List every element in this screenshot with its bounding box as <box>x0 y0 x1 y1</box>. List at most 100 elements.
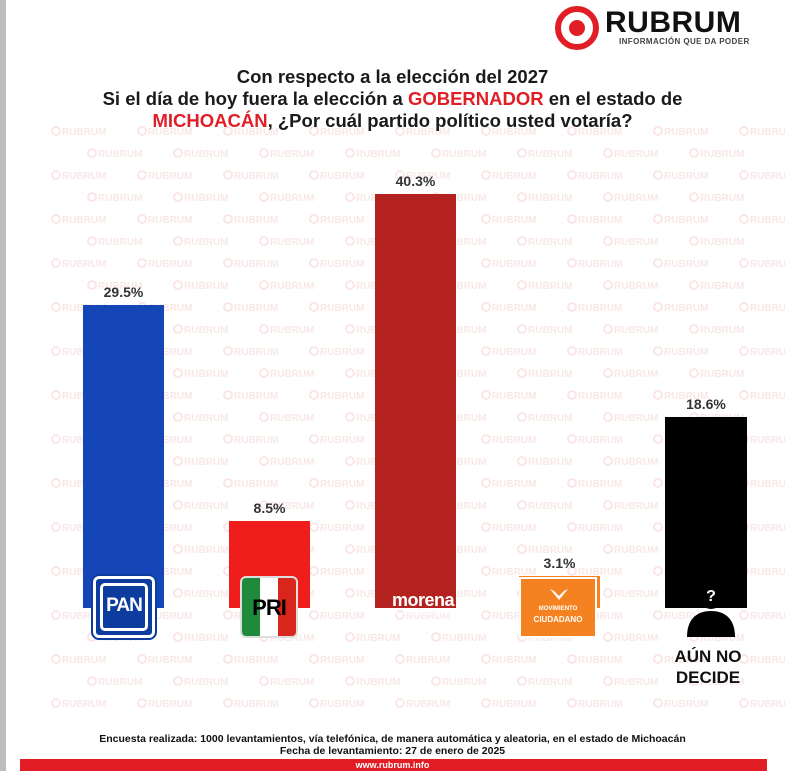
svg-text:RUBRUM: RUBRUM <box>528 413 572 424</box>
watermark-mark: RUBRUM <box>689 324 744 336</box>
svg-text:RUBRUM: RUBRUM <box>320 347 364 358</box>
svg-text:RUBRUM: RUBRUM <box>750 259 785 270</box>
svg-text:RUBRUM: RUBRUM <box>750 171 785 182</box>
svg-text:RUBRUM: RUBRUM <box>750 479 785 490</box>
watermark-mark: RUBRUM <box>173 544 228 556</box>
watermark-mark: RUBRUM <box>739 302 785 314</box>
watermark-mark: RUBRUM <box>603 588 658 600</box>
watermark-mark: RUBRUM <box>567 214 622 226</box>
svg-text:RUBRUM: RUBRUM <box>184 281 228 292</box>
watermark-mark: RUBRUM <box>689 280 744 292</box>
svg-text:RUBRUM: RUBRUM <box>62 699 106 710</box>
mc-logo-text-top: MOVIMIENTO <box>538 606 578 612</box>
svg-text:RUBRUM: RUBRUM <box>320 523 364 534</box>
watermark-mark: RUBRUM <box>567 434 622 446</box>
watermark-mark: RUBRUM <box>431 632 486 644</box>
svg-text:RUBRUM: RUBRUM <box>614 237 658 248</box>
title-highlight-gobernador: GOBERNADOR <box>407 88 544 109</box>
watermark-mark: RUBRUM <box>653 302 708 314</box>
watermark-mark: RUBRUM <box>603 632 658 644</box>
svg-text:RUBRUM: RUBRUM <box>98 237 142 248</box>
watermark-mark: RUBRUM <box>567 390 622 402</box>
svg-text:RUBRUM: RUBRUM <box>578 347 622 358</box>
svg-text:RUBRUM: RUBRUM <box>442 633 486 644</box>
svg-text:RUBRUM: RUBRUM <box>700 369 744 380</box>
watermark-mark: RUBRUM <box>567 258 622 270</box>
svg-text:RUBRUM: RUBRUM <box>320 391 364 402</box>
svg-text:RUBRUM: RUBRUM <box>98 193 142 204</box>
watermark-mark: RUBRUM <box>481 258 536 270</box>
svg-text:RUBRUM: RUBRUM <box>320 611 364 622</box>
svg-text:RUBRUM: RUBRUM <box>664 215 708 226</box>
watermark-mark: RUBRUM <box>173 280 228 292</box>
svg-text:RUBRUM: RUBRUM <box>320 567 364 578</box>
svg-text:RUBRUM: RUBRUM <box>184 677 228 688</box>
pan-ring-icon <box>100 583 148 631</box>
watermark-mark: RUBRUM <box>259 412 314 424</box>
title-line-3: MICHOACÁN, ¿Por cuál partido político us… <box>0 110 785 132</box>
watermark-mark: RUBRUM <box>739 346 785 358</box>
watermark-mark: RUBRUM <box>345 148 400 160</box>
footer-url[interactable]: www.rubrum.info <box>355 760 430 770</box>
svg-text:RUBRUM: RUBRUM <box>184 589 228 600</box>
svg-text:RUBRUM: RUBRUM <box>184 633 228 644</box>
watermark-mark: RUBRUM <box>137 170 192 182</box>
svg-text:RUBRUM: RUBRUM <box>528 193 572 204</box>
title-highlight-michoacan: MICHOACÁN <box>152 110 268 131</box>
watermark-mark: RUBRUM <box>137 258 192 270</box>
bar-value-label: 18.6% <box>686 396 726 412</box>
watermark-mark: RUBRUM <box>51 214 106 226</box>
svg-text:RUBRUM: RUBRUM <box>184 193 228 204</box>
svg-text:RUBRUM: RUBRUM <box>98 677 142 688</box>
watermark-mark: RUBRUM <box>603 192 658 204</box>
pri-white-stripe <box>260 578 278 636</box>
watermark-mark: RUBRUM <box>173 236 228 248</box>
svg-text:RUBRUM: RUBRUM <box>578 435 622 446</box>
watermark-mark: RUBRUM <box>517 500 572 512</box>
bar-pan <box>83 305 164 608</box>
footer-methodology: Encuesta realizada: 1000 levantamientos,… <box>99 733 686 745</box>
svg-text:RUBRUM: RUBRUM <box>184 325 228 336</box>
watermark-mark: RUBRUM <box>603 148 658 160</box>
svg-text:RUBRUM: RUBRUM <box>148 215 192 226</box>
footer-bar <box>20 759 767 771</box>
svg-text:RUBRUM: RUBRUM <box>700 325 744 336</box>
morena-logo-text: morena <box>391 590 455 610</box>
watermark-mark: RUBRUM <box>259 280 314 292</box>
svg-text:RUBRUM: RUBRUM <box>528 149 572 160</box>
watermark-mark: RUBRUM <box>309 346 364 358</box>
svg-text:RUBRUM: RUBRUM <box>578 391 622 402</box>
watermark-mark: RUBRUM <box>653 698 708 710</box>
svg-text:RUBRUM: RUBRUM <box>148 655 192 666</box>
watermark-mark: RUBRUM <box>603 544 658 556</box>
svg-text:RUBRUM: RUBRUM <box>184 501 228 512</box>
rubrum-mark-icon <box>555 6 599 50</box>
watermark-mark: RUBRUM <box>517 456 572 468</box>
svg-text:RUBRUM: RUBRUM <box>148 699 192 710</box>
svg-text:RUBRUM: RUBRUM <box>62 215 106 226</box>
watermark-mark: RUBRUM <box>309 214 364 226</box>
watermark-mark: RUBRUM <box>739 170 785 182</box>
undecided-label-line-1: AÚN NO <box>674 647 742 666</box>
svg-text:RUBRUM: RUBRUM <box>234 215 278 226</box>
watermark-mark: RUBRUM <box>653 346 708 358</box>
title-line-2: Si el día de hoy fuera la elección a GOB… <box>0 88 785 110</box>
watermark-mark: RUBRUM <box>223 478 278 490</box>
chart-title: Con respecto a la elección del 2027 Si e… <box>0 66 785 132</box>
svg-text:RUBRUM: RUBRUM <box>234 347 278 358</box>
svg-text:RUBRUM: RUBRUM <box>614 281 658 292</box>
watermark-mark: RUBRUM <box>603 280 658 292</box>
watermark-mark: RUBRUM <box>173 632 228 644</box>
morena-logo-subtext: La esperanza de México <box>395 611 451 617</box>
watermark-mark: RUBRUM <box>223 214 278 226</box>
watermark-mark: RUBRUM <box>567 654 622 666</box>
svg-text:RUBRUM: RUBRUM <box>184 457 228 468</box>
watermark-mark: RUBRUM <box>259 192 314 204</box>
watermark-mark: RUBRUM <box>173 324 228 336</box>
watermark-mark: RUBRUM <box>567 302 622 314</box>
svg-text:RUBRUM: RUBRUM <box>614 325 658 336</box>
svg-text:RUBRUM: RUBRUM <box>320 215 364 226</box>
svg-text:RUBRUM: RUBRUM <box>614 633 658 644</box>
watermark-mark: RUBRUM <box>309 302 364 314</box>
watermark-mark: RUBRUM <box>517 280 572 292</box>
